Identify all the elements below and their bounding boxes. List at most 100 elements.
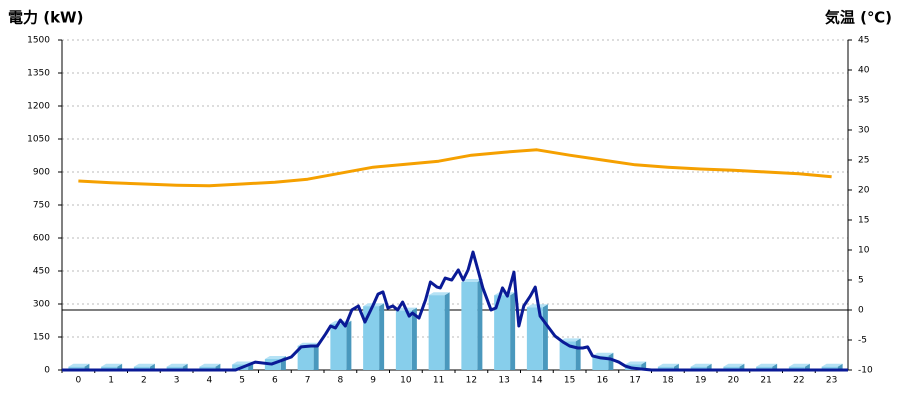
bar [133,366,150,370]
bar-side [575,338,581,370]
x-tick-label: 19 [695,376,707,386]
y-tick-label: 750 [33,201,50,211]
x-tick-label: 0 [76,376,82,386]
y-tick-label: 450 [33,267,50,277]
x-tick-label: 17 [629,376,640,386]
x-tick-label: 13 [498,376,509,386]
x-tick-label: 21 [760,376,771,386]
bar-side [804,363,810,370]
bar [428,295,445,370]
x-tick-label: 15 [564,376,575,386]
y-tick-label: 600 [33,234,50,244]
y-tick-label: 1050 [27,135,50,145]
y-tick-label: 900 [33,168,50,178]
bar-side [608,352,614,370]
bar [559,341,576,370]
x-tick-label: 7 [305,376,311,386]
y2-axis-title: 気温 (℃) [825,9,892,27]
bar [690,366,707,370]
x-tick-label: 10 [400,376,412,386]
y2-tick-label: 30 [858,126,870,136]
y2-tick-label: 25 [858,156,869,166]
bar-side [84,363,90,370]
bar [166,366,183,370]
x-tick-label: 22 [793,376,804,386]
bar-top [101,363,123,367]
y2-tick-label: 45 [858,36,869,46]
bar [199,366,216,370]
bar-top [821,363,843,367]
x-tick-label: 5 [239,376,245,386]
x-tick-label: 14 [531,376,543,386]
bar [101,366,118,370]
x-tick-label: 11 [433,376,444,386]
bar-side [346,320,352,370]
bar [395,310,412,370]
bar-top [723,363,745,367]
x-tick-label: 4 [207,376,213,386]
x-tick-label: 6 [272,376,278,386]
bar [363,306,380,370]
temperature-line [78,148,832,188]
y-tick-label: 1200 [27,102,50,112]
y-tick-label: 0 [44,366,50,376]
bar-side [215,363,221,370]
bar-side [117,363,123,370]
bar-top [264,356,286,359]
bar-top [199,363,221,367]
y-axis-title: 電力 (kW) [8,9,83,27]
bar [821,366,838,370]
y-tick-label: 1500 [27,36,50,46]
bar-top [592,352,614,356]
y2-tick-label: -10 [858,366,873,376]
y2-tick-label: 20 [858,186,870,196]
bar-side [837,363,843,370]
bar-side [477,279,483,370]
bar-top [428,292,450,296]
bar [461,282,478,370]
x-tick-label: 9 [370,376,376,386]
y2-tick-label: 40 [858,66,870,76]
bar-top [68,363,90,367]
bar [330,323,347,370]
bar-top [166,363,188,367]
bar-top [756,363,778,367]
bar-side [313,342,319,370]
bar [494,295,511,370]
y2-tick-label: 5 [858,276,864,286]
bar-side [182,363,188,370]
x-tick-label: 23 [826,376,837,386]
y2-tick-label: 35 [858,96,869,106]
y2-tick-label: 15 [858,216,869,226]
bar [297,345,314,370]
bar-top [657,363,679,367]
bar-side [149,363,155,370]
bar-top [133,363,155,367]
x-tick-label: 2 [141,376,147,386]
bar-side [411,307,417,370]
y-tick-label: 300 [33,300,50,310]
x-tick-label: 8 [338,376,344,386]
bar [526,307,543,370]
y-tick-label: 1350 [27,69,50,79]
bar-top [559,338,581,342]
x-tick-label: 16 [597,376,609,386]
bar-side [542,304,548,370]
bar [723,366,740,370]
y-tick-label: 150 [33,333,50,343]
bar [657,366,674,370]
bar-side [379,303,385,370]
bar [756,366,773,370]
bar-top [788,363,810,367]
x-tick-label: 1 [108,376,114,386]
x-tick-label: 12 [466,376,477,386]
y2-tick-label: -5 [858,336,867,346]
bar [68,366,85,370]
bar-top [690,363,712,367]
bar-side [444,292,450,370]
bar-side [706,363,712,370]
x-tick-label: 20 [728,376,740,386]
bar [788,366,805,370]
y2-tick-label: 10 [858,246,870,256]
